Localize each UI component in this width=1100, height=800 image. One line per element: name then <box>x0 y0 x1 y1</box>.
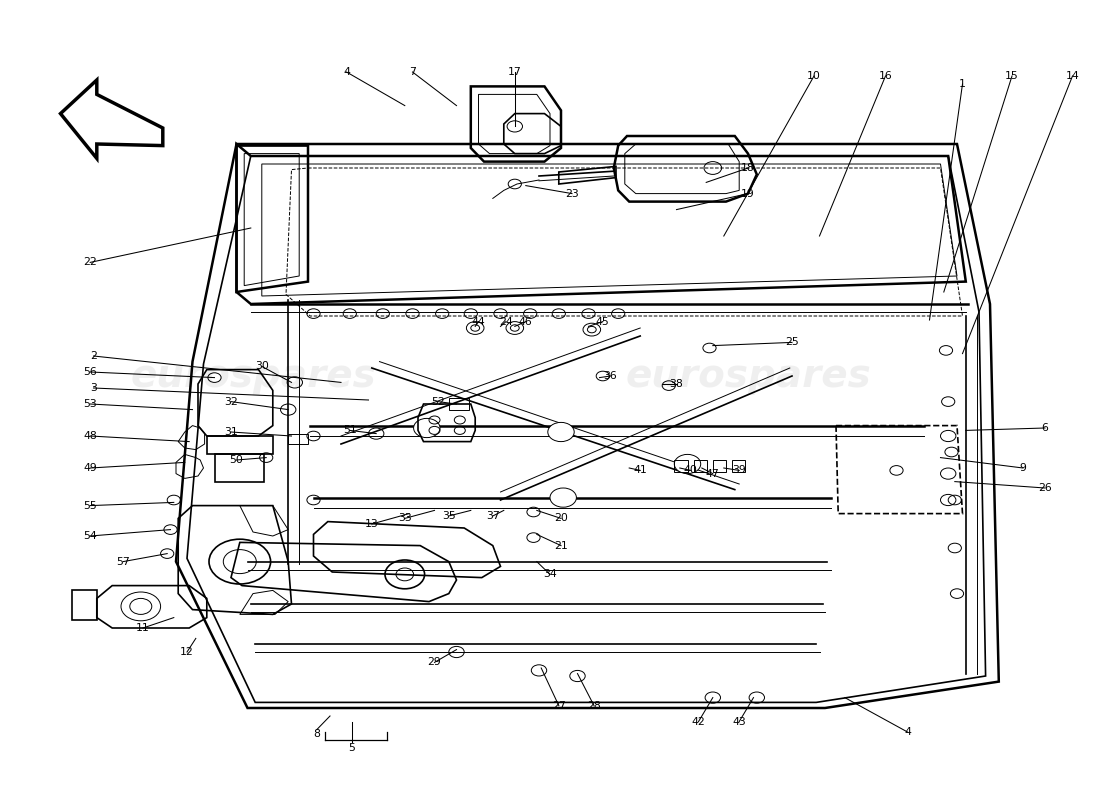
Text: 11: 11 <box>136 623 150 633</box>
Text: 53: 53 <box>84 399 97 409</box>
Bar <box>694 460 707 472</box>
Text: 47: 47 <box>706 469 719 478</box>
Text: 45: 45 <box>596 317 609 326</box>
Text: 26: 26 <box>1038 483 1052 493</box>
Text: 57: 57 <box>117 557 130 566</box>
Circle shape <box>674 454 701 474</box>
Text: 42: 42 <box>692 717 705 726</box>
Text: 16: 16 <box>879 71 892 81</box>
Text: 15: 15 <box>1005 71 1019 81</box>
Text: 50: 50 <box>230 455 243 465</box>
Text: 22: 22 <box>84 258 97 267</box>
Text: 10: 10 <box>807 71 821 81</box>
Text: 20: 20 <box>554 514 568 523</box>
Text: 34: 34 <box>543 570 557 579</box>
Text: 23: 23 <box>565 189 579 198</box>
Text: 54: 54 <box>84 531 97 541</box>
Text: 31: 31 <box>224 427 238 437</box>
Text: 8: 8 <box>314 730 320 739</box>
Text: 1: 1 <box>959 79 966 89</box>
Text: 36: 36 <box>604 371 617 381</box>
Text: 24: 24 <box>499 317 513 326</box>
Text: 51: 51 <box>343 426 356 435</box>
Text: 7: 7 <box>409 67 416 77</box>
Bar <box>674 460 688 472</box>
Text: 6: 6 <box>1042 423 1048 433</box>
Text: 21: 21 <box>554 541 568 550</box>
Text: 43: 43 <box>733 717 746 726</box>
Text: 33: 33 <box>398 514 411 523</box>
Text: 5: 5 <box>349 743 355 753</box>
Text: 56: 56 <box>84 367 97 377</box>
Text: 3: 3 <box>90 383 97 393</box>
Text: 25: 25 <box>785 338 799 347</box>
Text: 13: 13 <box>365 519 378 529</box>
Text: 18: 18 <box>741 163 755 173</box>
Text: 39: 39 <box>733 466 746 475</box>
Bar <box>713 460 726 472</box>
Bar <box>732 460 745 472</box>
Text: 19: 19 <box>741 189 755 198</box>
Circle shape <box>414 418 440 438</box>
Text: 28: 28 <box>587 701 601 710</box>
Text: eurospares: eurospares <box>625 357 871 395</box>
Text: 12: 12 <box>180 647 194 657</box>
Text: eurospares: eurospares <box>130 357 376 395</box>
Text: 38: 38 <box>670 379 683 389</box>
Polygon shape <box>60 80 163 158</box>
Text: 41: 41 <box>634 466 647 475</box>
Text: 52: 52 <box>431 397 444 406</box>
Text: 29: 29 <box>428 658 441 667</box>
Text: 48: 48 <box>84 431 97 441</box>
Bar <box>288 434 308 444</box>
Text: 2: 2 <box>90 351 97 361</box>
Text: 55: 55 <box>84 501 97 510</box>
Text: 4: 4 <box>343 67 350 77</box>
Text: 32: 32 <box>224 397 238 406</box>
Text: 9: 9 <box>1020 463 1026 473</box>
Text: 14: 14 <box>1066 71 1079 81</box>
Text: 27: 27 <box>552 701 565 710</box>
Text: 49: 49 <box>84 463 97 473</box>
Text: 40: 40 <box>684 466 697 475</box>
Text: 46: 46 <box>519 317 532 326</box>
Text: 30: 30 <box>255 362 268 371</box>
Text: 44: 44 <box>472 317 485 326</box>
Text: 37: 37 <box>486 511 499 521</box>
Text: 4: 4 <box>904 727 911 737</box>
Text: 35: 35 <box>442 511 455 521</box>
Text: 17: 17 <box>508 67 521 77</box>
Bar <box>449 398 469 410</box>
Circle shape <box>548 422 574 442</box>
Circle shape <box>550 488 576 507</box>
